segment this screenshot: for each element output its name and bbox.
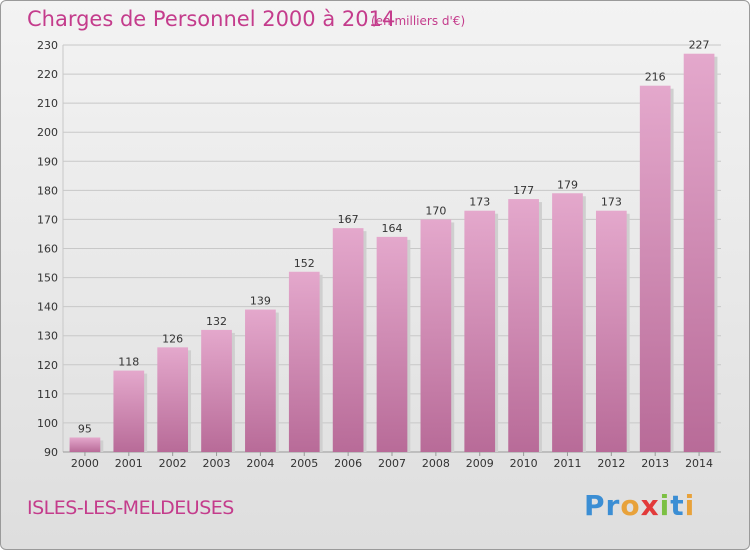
x-tick-label: 2011 <box>553 457 581 470</box>
x-tick-label: 2005 <box>290 457 318 470</box>
bar <box>464 210 496 452</box>
value-label: 167 <box>338 213 359 226</box>
logo-letter: P <box>584 489 606 522</box>
y-tick-label: 190 <box>37 155 58 168</box>
x-tick-label: 2010 <box>510 457 538 470</box>
bar <box>157 347 189 452</box>
y-tick-label: 220 <box>37 68 58 81</box>
bar <box>201 329 232 452</box>
x-tick-label: 2014 <box>685 457 713 470</box>
y-tick-label: 110 <box>37 388 58 401</box>
logo-letter: t <box>670 489 685 522</box>
logo-letter: i <box>659 489 671 522</box>
y-tick-label: 180 <box>37 184 58 197</box>
y-tick-label: 230 <box>37 39 58 52</box>
x-tick-label: 2006 <box>334 457 362 470</box>
value-label: 164 <box>382 222 403 235</box>
commune-name: ISLES-LES-MELDEUSES <box>27 497 234 519</box>
value-label: 179 <box>557 178 578 191</box>
x-tick-label: 2009 <box>466 457 494 470</box>
value-label: 139 <box>250 295 271 308</box>
x-tick-label: 2003 <box>203 457 231 470</box>
logo-letter: o <box>620 489 641 522</box>
x-tick-label: 2013 <box>641 457 669 470</box>
y-tick-label: 160 <box>37 243 58 256</box>
value-label: 152 <box>294 257 315 270</box>
value-label: 227 <box>689 39 710 52</box>
y-tick-label: 90 <box>44 446 58 459</box>
value-label: 132 <box>206 315 227 328</box>
value-label: 126 <box>162 332 183 345</box>
value-label: 173 <box>601 196 622 209</box>
value-label: 118 <box>118 356 139 369</box>
logo-letter: i <box>684 489 696 522</box>
value-label: 216 <box>645 71 666 84</box>
logo-letter: r <box>605 489 621 522</box>
y-tick-label: 130 <box>37 330 58 343</box>
bar <box>288 271 320 452</box>
y-tick-label: 100 <box>37 417 58 430</box>
bar <box>552 193 583 452</box>
chart-subtitle: (en milliers d'€) <box>371 14 466 28</box>
x-tick-label: 2004 <box>246 457 274 470</box>
x-tick-label: 2000 <box>71 457 99 470</box>
bar <box>332 228 364 452</box>
y-tick-label: 150 <box>37 272 58 285</box>
bar <box>420 219 452 452</box>
bar <box>376 236 408 452</box>
bar <box>69 437 101 452</box>
logo-letter: x <box>640 489 660 522</box>
x-tick-label: 2012 <box>597 457 625 470</box>
value-label: 95 <box>78 422 92 435</box>
value-label: 170 <box>425 204 446 217</box>
y-tick-label: 200 <box>37 126 58 139</box>
bar <box>595 210 627 452</box>
x-tick-label: 2007 <box>378 457 406 470</box>
bar <box>245 309 276 452</box>
y-tick-label: 170 <box>37 213 58 226</box>
proxiti-logo: Proxiti <box>584 489 695 522</box>
y-tick-label: 120 <box>37 359 58 372</box>
bar <box>113 370 145 452</box>
bar <box>683 53 715 452</box>
value-label: 177 <box>513 184 534 197</box>
x-tick-label: 2001 <box>115 457 143 470</box>
chart-title: Charges de Personnel 2000 à 2014 <box>27 7 396 31</box>
y-tick-label: 210 <box>37 97 58 110</box>
bar <box>639 85 671 452</box>
x-tick-label: 2008 <box>422 457 450 470</box>
x-tick-label: 2002 <box>159 457 187 470</box>
value-label: 173 <box>469 196 490 209</box>
y-tick-label: 140 <box>37 301 58 314</box>
bar <box>508 199 539 452</box>
